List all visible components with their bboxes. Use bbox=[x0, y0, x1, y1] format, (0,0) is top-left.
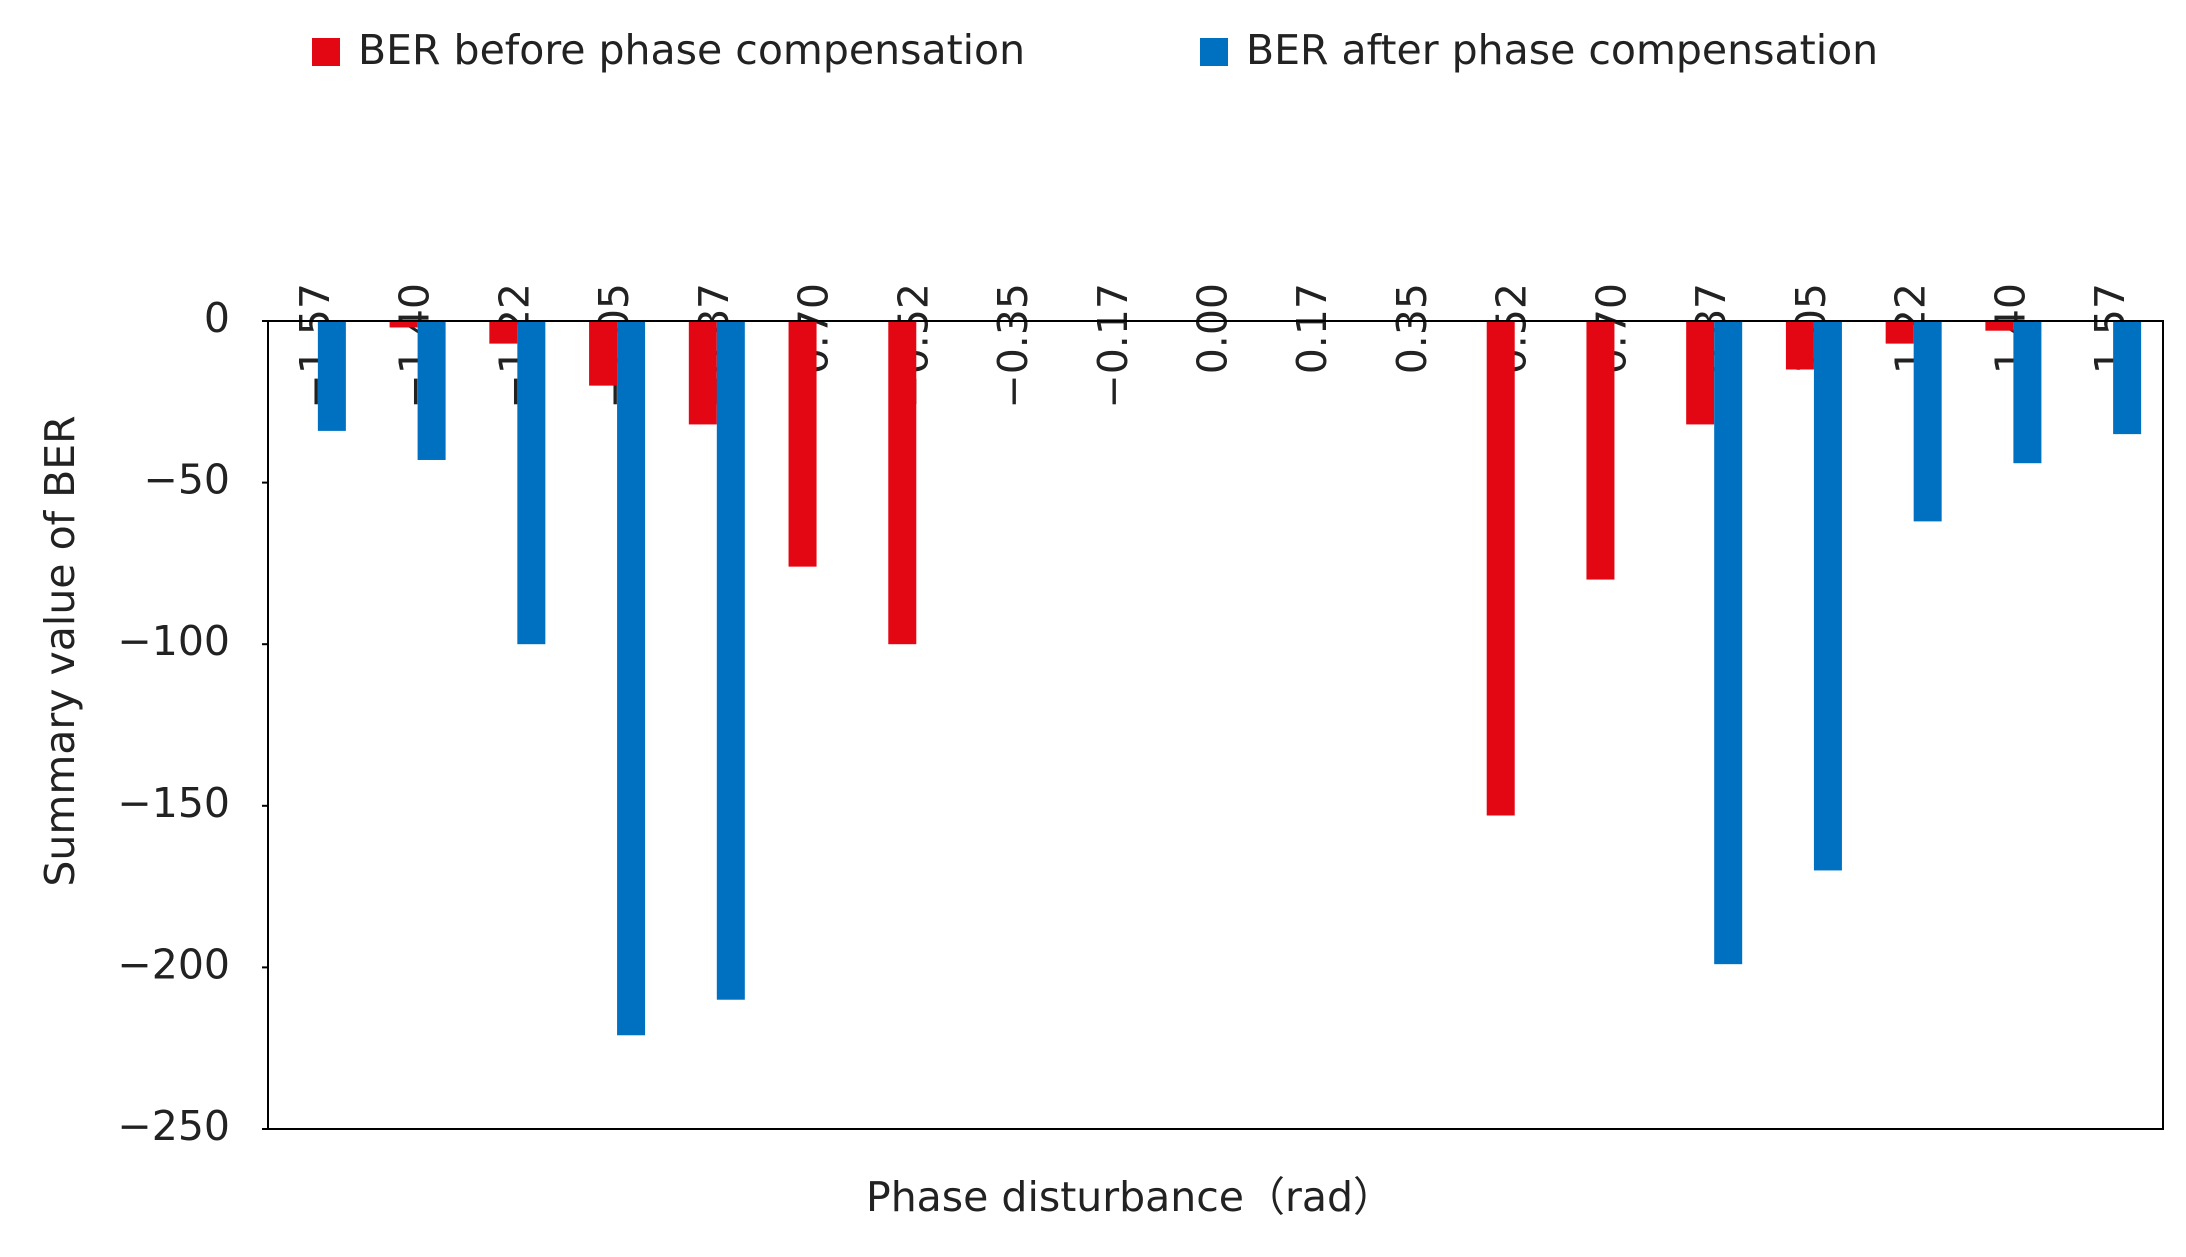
legend-label: BER after phase compensation bbox=[1246, 26, 1878, 74]
y-axis-title: Summary value of BER bbox=[36, 415, 84, 886]
bar bbox=[788, 321, 817, 567]
x-tick-label: −0.17 bbox=[1089, 283, 1137, 409]
y-tick-label: −200 bbox=[117, 940, 230, 988]
legend-swatch bbox=[312, 38, 340, 66]
bar bbox=[1686, 321, 1715, 425]
x-axis-title: Phase disturbance（rad） bbox=[866, 1173, 1394, 1221]
y-tick-label: −50 bbox=[143, 456, 230, 504]
x-tick-label: 0.00 bbox=[1189, 283, 1237, 374]
bar bbox=[688, 321, 717, 425]
bar bbox=[1486, 321, 1515, 816]
bar bbox=[417, 321, 446, 460]
bar bbox=[2113, 321, 2142, 435]
bar bbox=[1714, 321, 1743, 965]
x-tick-label: 0.17 bbox=[1288, 283, 1336, 374]
y-tick-label: 0 bbox=[204, 294, 230, 342]
y-tick-label: −150 bbox=[117, 779, 230, 827]
bar bbox=[1813, 321, 1842, 871]
plot-frame bbox=[267, 320, 2164, 1130]
y-tick-label: −250 bbox=[117, 1102, 230, 1150]
bar bbox=[617, 321, 646, 1036]
bar bbox=[1885, 321, 1914, 344]
bar bbox=[1913, 321, 1942, 522]
bar bbox=[1985, 321, 2014, 331]
legend-label: BER before phase compensation bbox=[358, 26, 1025, 74]
bar bbox=[1785, 321, 1814, 370]
x-tick-label: 0.35 bbox=[1388, 283, 1436, 374]
bar bbox=[888, 321, 917, 645]
bar bbox=[716, 321, 745, 1000]
bar bbox=[589, 321, 618, 386]
bar bbox=[489, 321, 518, 344]
y-tick-label: −100 bbox=[117, 617, 230, 665]
x-tick-label: −0.35 bbox=[989, 283, 1037, 409]
bar bbox=[2013, 321, 2042, 464]
bar bbox=[517, 321, 546, 645]
bar bbox=[1586, 321, 1615, 580]
bar bbox=[317, 321, 346, 431]
bar bbox=[389, 321, 418, 328]
legend-swatch bbox=[1200, 38, 1228, 66]
